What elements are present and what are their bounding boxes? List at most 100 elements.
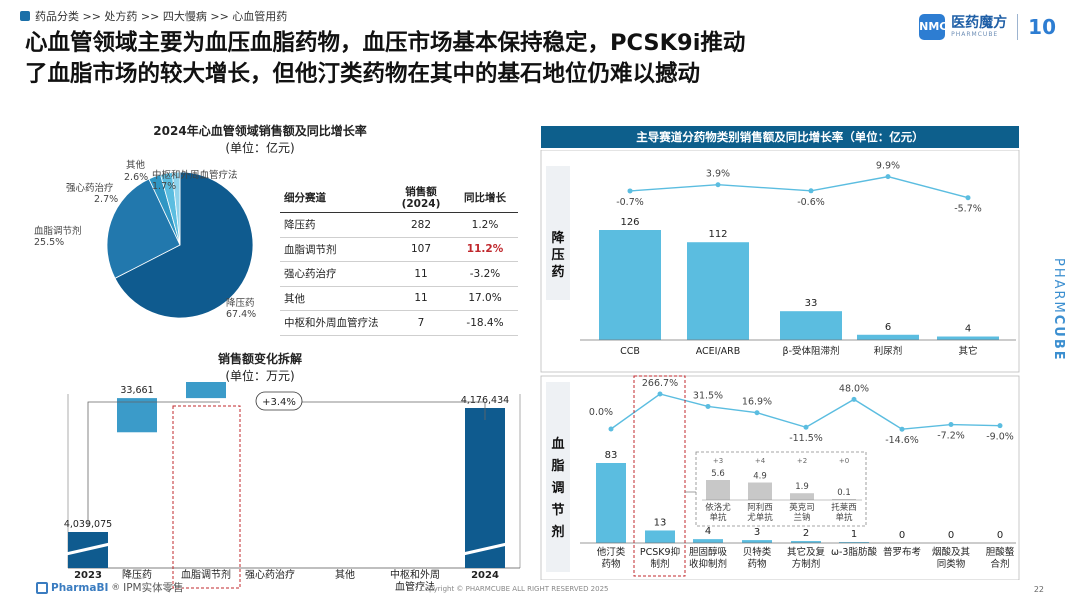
hypertension-category: ACEI/ARB: [696, 346, 741, 357]
waterfall-value: 33,661: [120, 385, 153, 396]
footer-brand-icon: [36, 581, 48, 594]
group-label-1-char: 压: [551, 248, 564, 263]
table-row: 血脂调节剂 107 11.2%: [280, 237, 518, 262]
lipid-bar: [791, 541, 821, 543]
right-panel-header: 主导赛道分药物类别销售额及同比增长率（单位：亿元）: [541, 126, 1019, 148]
pcsk9-bar: [832, 499, 856, 500]
waterfall-category: 其他: [335, 568, 355, 581]
hypertension-growth-point: [885, 174, 891, 180]
growth-label: +3.4%: [262, 397, 296, 408]
lipid-growth-label: -7.2%: [937, 431, 965, 442]
pcsk9-value: 1.9: [795, 482, 809, 492]
lipid-bar: [645, 530, 675, 543]
lipid-category: 其它及复: [787, 546, 826, 558]
lipid-growth-label: 0.0%: [589, 407, 613, 418]
waterfall-category: 2024: [471, 570, 499, 581]
hypertension-value: 33: [805, 298, 818, 309]
lipid-category: 胆固醇吸: [689, 546, 728, 558]
lipid-growth-point: [608, 426, 614, 432]
footer-reg: ®: [111, 582, 121, 593]
copyright: Copyright © PHARMCUBE ALL RIGHT RESERVED…: [420, 585, 609, 593]
table-cell-sales: 282: [390, 212, 452, 238]
pcsk9-highlight-box: [633, 375, 686, 577]
table-row: 中枢和外周血管疗法 7 -18.4%: [280, 310, 518, 336]
table-row: 降压药 282 1.2%: [280, 212, 518, 238]
table-cell-sales: 107: [390, 237, 452, 262]
group-label-box-2: [546, 382, 570, 572]
pie-chart-title: 2024年心血管领域销售额及同比增长率: [153, 124, 367, 138]
pie-label: 强心药治疗: [66, 182, 114, 194]
hypertension-growth-label: 9.9%: [876, 161, 900, 172]
waterfall-value: 4,176,434: [461, 395, 509, 406]
lipid-growth-point: [851, 396, 857, 402]
lipid-category: ω-3脂肪酸: [831, 546, 877, 558]
hypertension-growth-label: -0.7%: [616, 197, 644, 208]
lipid-value: 2: [803, 528, 809, 539]
waterfall-bar: [117, 398, 157, 433]
table-cell-growth: -18.4%: [452, 310, 518, 336]
lipid-growth-label: 31.5%: [693, 390, 723, 401]
pie-label: 降压药: [226, 297, 255, 309]
hypertension-category: CCB: [620, 346, 640, 357]
hypertension-bar: [857, 334, 919, 340]
hypertension-growth-line: [629, 175, 969, 199]
page-title-line2: 了血脂市场的较大增长，但他汀类药物在其中的基石地位仍难以撼动: [25, 61, 701, 87]
pie-label: 中枢和外周血管疗法: [152, 169, 238, 181]
pie-slice: [106, 178, 181, 279]
lipid-category: 他汀类: [597, 546, 626, 558]
lipid-growth-point: [997, 423, 1003, 429]
lipid-bar: [693, 539, 723, 543]
hypertension-category: 利尿剂: [874, 345, 903, 357]
lipid-growth-point: [899, 426, 905, 432]
group-label-2-char: 调: [551, 481, 564, 496]
growth-connector: [87, 401, 486, 526]
side-brand-cube: CUBE: [1051, 314, 1066, 362]
waterfall-unit: (单位：万元): [225, 369, 295, 383]
table-cell-name: 血脂调节剂: [280, 237, 390, 262]
pcsk9-category: 依洛尤: [705, 502, 731, 513]
table-cell-name: 强心药治疗: [280, 261, 390, 287]
logo-divider: [1017, 14, 1019, 40]
lipid-value: 0: [899, 530, 905, 541]
lipid-value: 0: [948, 530, 954, 541]
pie-slice: [114, 171, 254, 319]
hypertension-growth-point: [627, 188, 633, 194]
waterfall-bar: [465, 408, 505, 568]
hypertension-growth-label: 3.9%: [706, 169, 730, 180]
lipid-growth-label: 266.7%: [642, 378, 678, 389]
page-title: 心血管领域主要为血压血脂药物，血压市场基本保持稳定，PCSK9i推动 了血脂市场…: [25, 28, 885, 90]
table-cell-growth: -3.2%: [452, 261, 518, 287]
pcsk9-increment: +4: [755, 457, 766, 465]
breadcrumb-text: 药品分类 >> 处方药 >> 四大慢病 >> 心血管用药: [35, 10, 288, 23]
hypertension-growth-point: [808, 188, 814, 194]
lipid-bar: [596, 463, 626, 543]
lipid-value: 0: [997, 530, 1003, 541]
hypertension-growth-label: -5.7%: [954, 204, 982, 215]
hypertension-value: 112: [708, 229, 727, 240]
table-cell-name: 中枢和外周血管疗法: [280, 310, 390, 336]
table-header-growth: 同比增长: [452, 184, 518, 213]
lipid-growth-point: [657, 391, 663, 397]
hypertension-bar: [687, 242, 749, 340]
side-brand: PHARMCUBE: [1051, 258, 1066, 362]
pie-value: 25.5%: [34, 237, 64, 248]
hypertension-value: 4: [965, 324, 971, 335]
brand-logo: NMC 医药魔方 PHARMCUBE 10: [919, 14, 1056, 40]
pie-slice: [171, 171, 181, 246]
pie-chart-unit: (单位：亿元): [225, 141, 295, 155]
lipid-category: 烟酸及其: [932, 546, 971, 558]
lipid-category: 方制剂: [792, 558, 821, 570]
lipid-growth-line: [610, 393, 1001, 430]
page-number: 22: [1033, 585, 1044, 594]
hypertension-growth-point: [965, 195, 971, 201]
group-label-2-char: 脂: [550, 458, 564, 474]
waterfall-category: 血管疗法: [395, 580, 435, 593]
lipid-category: 同类物: [937, 558, 966, 570]
table-row: 强心药治疗 11 -3.2%: [280, 261, 518, 287]
lipid-bar: [839, 542, 869, 543]
lipid-category: PCSK9抑: [640, 546, 680, 558]
pcsk9-value: 5.6: [711, 469, 725, 479]
pie-value: 2.7%: [94, 194, 118, 205]
logo-name: 医药魔方: [951, 15, 1008, 31]
